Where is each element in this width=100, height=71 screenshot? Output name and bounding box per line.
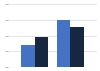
Bar <box>57 20 70 67</box>
Bar <box>35 37 48 67</box>
Bar <box>21 45 35 67</box>
Bar <box>70 27 84 67</box>
